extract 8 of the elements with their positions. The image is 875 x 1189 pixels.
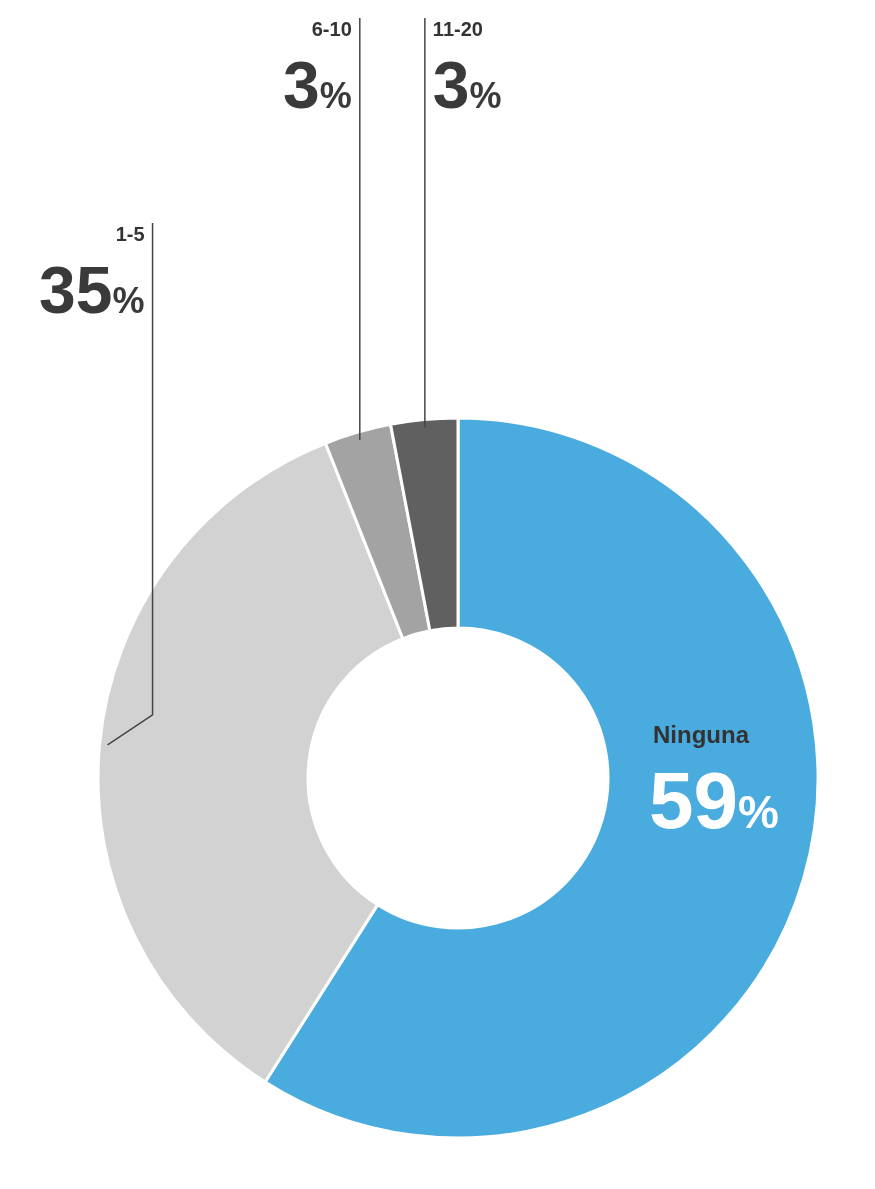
slice-label: Ninguna	[653, 721, 750, 748]
data-label: 59%	[649, 756, 779, 845]
slice-label: 1-5	[115, 223, 145, 245]
data-label: 35%	[39, 253, 145, 327]
data-label: 3%	[432, 48, 502, 122]
data-label: 3%	[283, 48, 352, 122]
slice-label: 6-10	[311, 18, 352, 40]
slice-label: 11-20	[432, 18, 483, 40]
